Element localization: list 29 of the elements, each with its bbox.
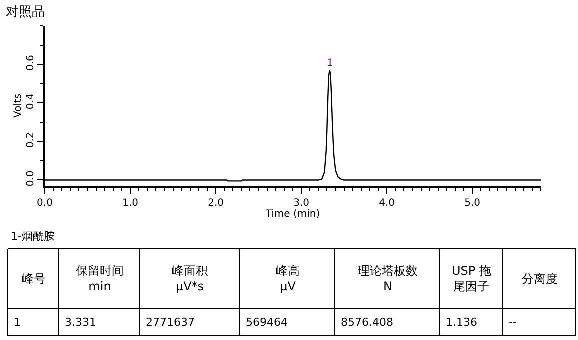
text: 1 <box>14 316 21 329</box>
text: 1-烟酰胺 <box>11 230 55 243</box>
text: -- <box>509 316 517 329</box>
x-tick-label: 0.0 <box>37 198 53 209</box>
text: 569464 <box>246 316 288 329</box>
text: USP 拖尾因子 <box>452 264 492 294</box>
y-tick-label: 0.6 <box>25 55 36 72</box>
x-tick-label: 1.0 <box>122 198 138 209</box>
x-axis-title: Time (min) <box>264 208 320 220</box>
x-tick-label: 5.0 <box>464 198 481 209</box>
x-tick-label: 2.0 <box>208 198 224 209</box>
text: 1.136 <box>446 316 478 329</box>
text: 3.331 <box>65 316 96 329</box>
text: 保留时间 min <box>76 264 124 294</box>
y-tick-label: 0.4 <box>25 94 36 110</box>
text: 理论塔板数 N <box>358 264 418 294</box>
annotation: 1 <box>327 58 334 69</box>
y-axis-title: Volts <box>12 94 24 118</box>
x-tick-label: 4.0 <box>379 198 396 209</box>
text: 峰高 µV <box>276 264 300 294</box>
x-tick-label: 3.0 <box>294 198 310 209</box>
text: 8576.408 <box>341 316 394 329</box>
text: 2771637 <box>146 316 195 329</box>
y-tick-label: 0.0 <box>25 170 36 187</box>
text: 峰号 <box>22 272 46 286</box>
text: 峰面积 µV*s <box>172 264 208 294</box>
chart-title: 对照品 <box>6 5 45 20</box>
y-tick-label: 0.2 <box>25 132 36 148</box>
text: 分离度 <box>522 272 558 286</box>
